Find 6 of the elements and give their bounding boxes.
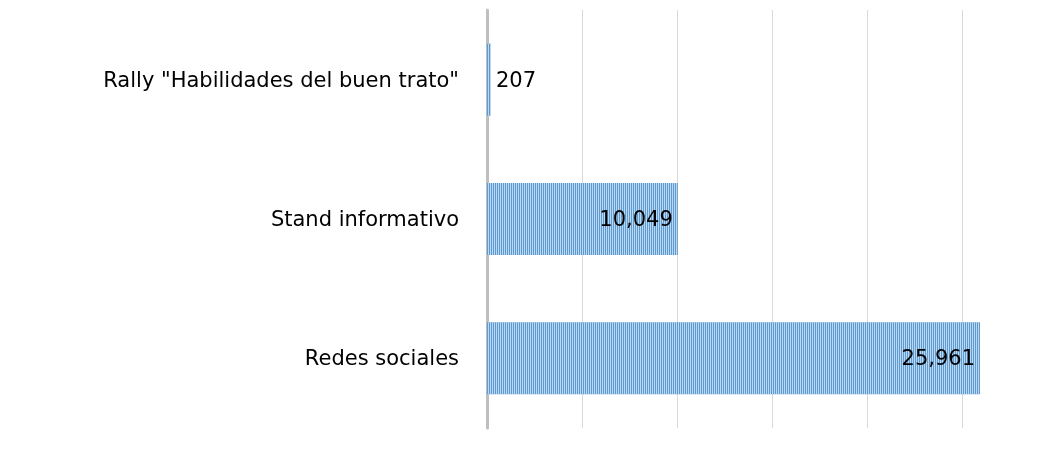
- data-label: 10,049: [599, 207, 673, 231]
- y-tick-label: Stand informativo: [270, 207, 459, 231]
- data-label: 207: [495, 67, 537, 92]
- data-label: 25,961: [901, 346, 975, 371]
- y-tick-label: Rally "Habilidades del buen trato": [103, 67, 459, 92]
- y-tick-label: Redes sociales: [304, 346, 459, 371]
